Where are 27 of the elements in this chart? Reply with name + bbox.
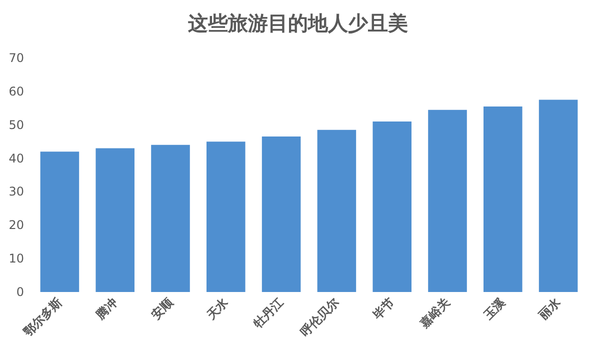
x-tick-label: 嘉峪关	[417, 294, 454, 330]
bar	[206, 142, 246, 292]
bar	[96, 148, 134, 292]
bar	[372, 122, 412, 292]
y-tick-label: 30	[8, 184, 24, 199]
y-tick-label: 50	[8, 118, 24, 132]
bar	[428, 110, 467, 292]
x-tick-label: 呼伦贝尔	[298, 294, 342, 339]
y-tick-label: 40	[8, 151, 24, 166]
bar	[317, 130, 356, 292]
bar	[538, 100, 578, 292]
y-tick-label: 10	[8, 252, 24, 266]
bar	[484, 106, 522, 292]
chart-title: 这些旅游目的地人少且美	[187, 11, 408, 35]
x-tick-label: 安顺	[148, 294, 176, 322]
x-tick-label: 玉溪	[480, 294, 509, 323]
y-tick-label: 70	[8, 51, 24, 65]
y-tick-label: 60	[8, 84, 24, 98]
bar	[40, 152, 80, 292]
y-tick-label: 20	[8, 218, 24, 232]
x-tick-label: 腾冲	[92, 295, 120, 323]
x-tick-label: 天水	[203, 294, 232, 323]
x-tick-label: 牡丹江	[250, 295, 286, 332]
bar	[151, 144, 190, 292]
x-tick-label: 毕节	[369, 295, 398, 323]
x-tick-label: 丽水	[536, 294, 564, 323]
bar	[262, 136, 301, 292]
